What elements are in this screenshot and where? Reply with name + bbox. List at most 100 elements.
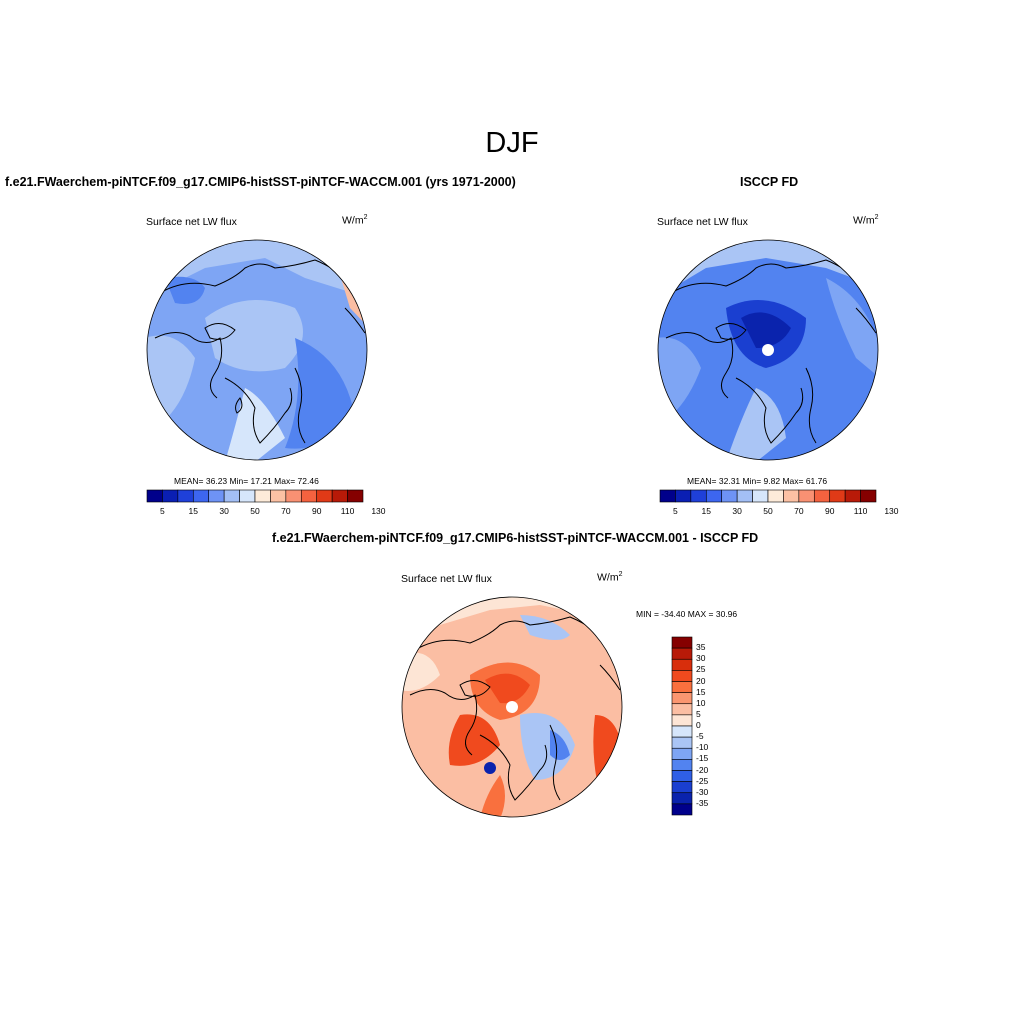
colorbar-diff-swatch bbox=[671, 703, 693, 716]
colorbar-diff-swatch bbox=[671, 759, 693, 771]
colorbar-diff-tick-label: 5 bbox=[696, 708, 701, 719]
colorbar-model-swatch bbox=[347, 489, 364, 503]
colorbar-model-swatch bbox=[208, 489, 225, 503]
panel-obs-stats: MEAN= 32.31 Min= 9.82 Max= 61.76 bbox=[687, 476, 828, 486]
panel-diff-units-label: W/m2 bbox=[597, 571, 623, 584]
panel-diff-title: f.e21.FWaerchem-piNTCF.f09_g17.CMIP6-his… bbox=[272, 531, 759, 545]
panel-model-stats: MEAN= 36.23 Min= 17.21 Max= 72.46 bbox=[174, 476, 319, 486]
colorbar-model-tick-label: 70 bbox=[281, 506, 291, 516]
colorbar-diff-tick-label: 25 bbox=[696, 664, 706, 675]
colorbar-diff-swatch bbox=[671, 792, 693, 805]
colorbar-obs-swatch bbox=[659, 489, 676, 503]
figure-title: DJF bbox=[485, 127, 539, 159]
colorbar-obs-swatch bbox=[675, 489, 692, 503]
colorbar-model-swatch bbox=[192, 489, 210, 503]
colorbar-diff-tick-label: -20 bbox=[696, 764, 709, 775]
colorbar-model-tick-label: 5 bbox=[160, 506, 165, 516]
colorbar-obs-swatch bbox=[813, 489, 831, 503]
map-diff-region bbox=[520, 713, 575, 780]
colorbar-diff-swatch bbox=[671, 781, 693, 794]
colorbar-diff-tick-label: 0 bbox=[696, 720, 701, 730]
colorbar-obs-swatch bbox=[860, 489, 877, 503]
map-model-region bbox=[205, 300, 303, 372]
colorbar-model-tick-label: 30 bbox=[219, 506, 229, 516]
colorbar-diff-tick-label: 30 bbox=[696, 653, 706, 664]
map-diff-missing-pole bbox=[506, 701, 518, 713]
colorbar-obs-tick-label: 30 bbox=[732, 506, 742, 516]
map-model-coastlines bbox=[154, 259, 366, 444]
map-obs-polar-plot bbox=[657, 239, 879, 461]
colorbar-model-tick-label: 110 bbox=[340, 506, 355, 516]
colorbar-model-swatch bbox=[146, 489, 163, 503]
map-diff-region bbox=[448, 714, 500, 766]
colorbar-model-tick-label: 50 bbox=[250, 506, 260, 516]
colorbar-obs-tick-label: 5 bbox=[673, 506, 678, 516]
colorbar-obs-swatch bbox=[829, 489, 846, 503]
colorbar-diff-tick-label: -35 bbox=[696, 797, 709, 808]
colorbar-diff-tick-label: 35 bbox=[696, 642, 706, 653]
map-diff-region bbox=[480, 775, 505, 817]
panel-obs-variable-label: Surface net LW flux bbox=[657, 216, 748, 228]
colorbar-obs bbox=[659, 489, 877, 503]
panel-diff-variable-label: Surface net LW flux bbox=[401, 573, 492, 585]
colorbar-diff-swatch bbox=[671, 681, 693, 693]
colorbar-diff-tick-label: 15 bbox=[696, 686, 706, 697]
colorbar-diff-swatch bbox=[671, 692, 693, 705]
colorbar-diff bbox=[671, 636, 693, 816]
colorbar-diff-swatch bbox=[671, 714, 693, 727]
colorbar-obs-swatch bbox=[783, 489, 800, 503]
colorbar-model-swatch bbox=[316, 489, 333, 503]
colorbar-diff-tick-label: -15 bbox=[696, 753, 709, 764]
colorbar-model-swatch bbox=[162, 489, 179, 503]
colorbar-model-swatch bbox=[239, 489, 256, 503]
colorbar-obs-tick-label: 15 bbox=[701, 506, 712, 516]
colorbar-diff-swatch bbox=[671, 770, 693, 782]
colorbar-diff-tick-label: 10 bbox=[696, 697, 706, 708]
map-diff-region bbox=[484, 762, 496, 774]
colorbar-obs-swatch bbox=[690, 489, 707, 503]
map-model-region bbox=[285, 338, 355, 449]
map-diff-boundary bbox=[401, 596, 623, 818]
colorbar-diff-swatch bbox=[671, 725, 693, 738]
panel-model-variable-label: Surface net LW flux bbox=[146, 216, 237, 228]
colorbar-diff-swatch bbox=[671, 670, 693, 682]
colorbar-diff-swatch bbox=[671, 747, 693, 760]
colorbar-obs-swatch bbox=[767, 489, 784, 503]
colorbar-diff-tick-label: -5 bbox=[696, 731, 704, 742]
map-model-region bbox=[225, 388, 285, 460]
colorbar-obs-swatch bbox=[736, 489, 753, 503]
colorbar-obs-swatch bbox=[752, 489, 769, 503]
colorbar-model-swatch bbox=[331, 489, 348, 503]
colorbar-model-swatch bbox=[300, 489, 318, 503]
colorbar-model-swatch bbox=[285, 489, 302, 503]
colorbar-diff-tick-label: -10 bbox=[696, 742, 709, 753]
colorbar-obs-tick-label: 110 bbox=[853, 506, 868, 516]
map-model-polar-plot bbox=[146, 239, 368, 461]
colorbar-obs-tick-label: 50 bbox=[763, 506, 773, 516]
colorbar-obs-swatch bbox=[844, 489, 861, 503]
colorbar-obs-tick-label: 90 bbox=[824, 506, 835, 516]
map-diff-region bbox=[485, 673, 530, 704]
map-obs-boundary bbox=[657, 239, 879, 461]
map-diff-coastlines bbox=[409, 616, 621, 801]
colorbar-diff-swatch bbox=[671, 803, 693, 816]
colorbar-model-swatch bbox=[177, 489, 194, 503]
panel-obs-title: ISCCP FD bbox=[740, 175, 799, 189]
map-model-boundary bbox=[146, 239, 368, 461]
map-diff-region bbox=[520, 615, 570, 640]
colorbar-model-swatch bbox=[270, 489, 287, 503]
colorbar-diff-swatch bbox=[671, 736, 693, 749]
colorbar-diff-tick-label: -30 bbox=[696, 786, 709, 797]
panel-model-title: f.e21.FWaerchem-piNTCF.f09_g17.CMIP6-his… bbox=[5, 175, 516, 189]
colorbar-diff-swatch bbox=[671, 636, 693, 649]
map-obs-region bbox=[826, 278, 878, 378]
colorbar-diff-tick-label: -25 bbox=[696, 775, 709, 786]
colorbar-diff-tick-label: 20 bbox=[696, 675, 706, 686]
panel-obs-units-label: W/m2 bbox=[853, 214, 879, 227]
panel-model-units-label: W/m2 bbox=[342, 214, 368, 227]
panel-diff-stats: MIN = -34.40 MAX = 30.96 bbox=[636, 609, 738, 619]
colorbar-obs-tick-label: 130 bbox=[884, 506, 899, 516]
colorbar-obs-swatch bbox=[705, 489, 723, 503]
colorbar-model-swatch bbox=[254, 489, 271, 503]
colorbar-model-tick-label: 130 bbox=[371, 506, 386, 516]
